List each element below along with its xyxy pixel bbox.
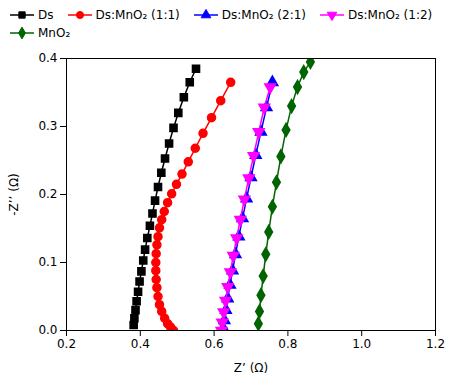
svg-text:-Z’’ (Ω): -Z’’ (Ω): [7, 173, 21, 216]
svg-text:0.2: 0.2: [57, 337, 76, 351]
html-text:MnO₂: MnO₂: [38, 26, 71, 40]
svg-text:0.3: 0.3: [38, 119, 57, 133]
svg-text:0.6: 0.6: [205, 337, 224, 351]
html-text:Ds:MnO₂ (1:1): Ds:MnO₂ (1:1): [95, 8, 180, 22]
svg-text:0.1: 0.1: [38, 255, 57, 269]
svg-text:Z’ (Ω): Z’ (Ω): [234, 361, 268, 375]
svg-text:1.2: 1.2: [426, 337, 445, 351]
svg-text:0.2: 0.2: [38, 187, 57, 201]
svg-text:1.0: 1.0: [352, 337, 371, 351]
html-text:Ds: Ds: [38, 8, 54, 22]
svg-text:0.4: 0.4: [38, 51, 57, 65]
svg-text:0.8: 0.8: [278, 337, 297, 351]
svg-text:0.4: 0.4: [131, 337, 150, 351]
html-text:Ds:MnO₂ (1:2): Ds:MnO₂ (1:2): [348, 8, 433, 22]
html-text:Ds:MnO₂ (2:1): Ds:MnO₂ (2:1): [221, 8, 306, 22]
svg-text:0.0: 0.0: [38, 323, 57, 337]
